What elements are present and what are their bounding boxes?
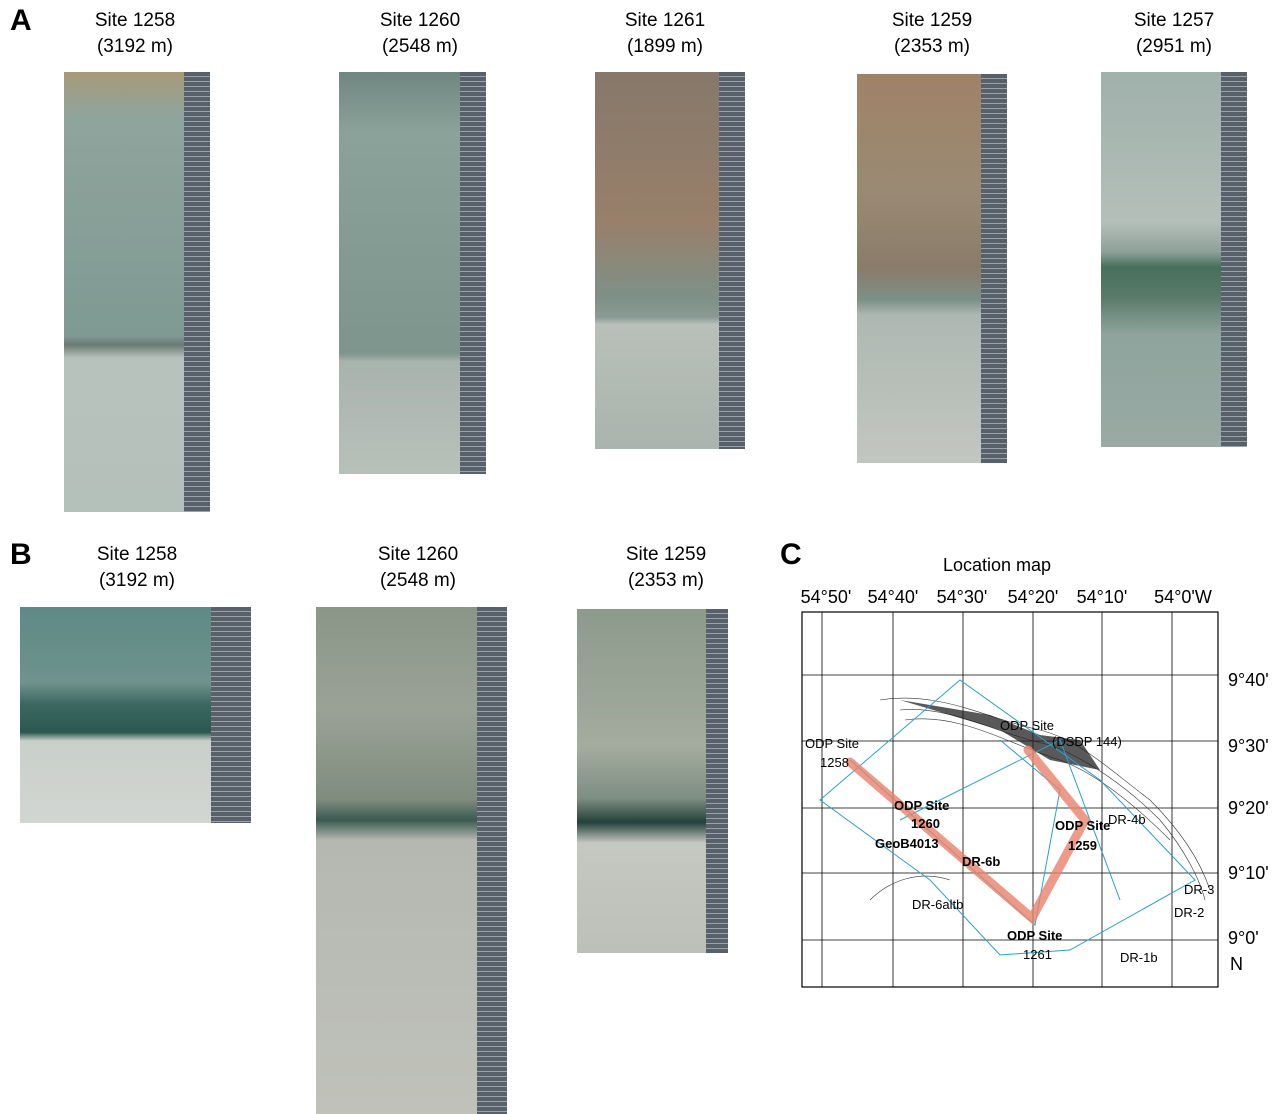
map-label: 1258 [820,755,849,770]
map-label: DR-3 [1184,882,1214,897]
map-label: ODP Site [894,798,949,813]
map-label: DR-2 [1174,905,1204,920]
lon-label: 54°20' [1008,587,1059,607]
lat-label: 9°20' [1228,798,1269,818]
lon-label: 54°40' [868,587,919,607]
map-label: (DSDP 144) [1052,734,1122,749]
lon-label: 54°30' [937,587,988,607]
map-label: 1259 [1068,838,1097,853]
map-label: ODP Site [1055,818,1110,833]
page: A Site 1258(3192 m)Site 1260(2548 m)Site… [0,0,1287,1114]
map-label: 1261 [1023,947,1052,962]
lon-label: 54°0'W [1154,587,1212,607]
lat-label: 9°40' [1228,670,1269,690]
map-label: ODP Site [1007,928,1062,943]
map-label: DR-4b [1108,812,1146,827]
lat-label: 9°10' [1228,863,1269,883]
location-map: ODP Site 1258 ODP Site 1260 GeoB4013 DR-6b DR-… [0,0,1287,1114]
north-label: N [1230,954,1243,974]
map-label: ODP Site [1000,718,1054,733]
map-label: ODP Site [805,736,859,751]
lat-label: 9°0' [1228,928,1259,948]
lon-label: 54°50' [801,587,852,607]
map-label: GeoB4013 [875,836,939,851]
map-label: 1260 [911,816,940,831]
lon-label: 54°10' [1077,587,1128,607]
map-labels: ODP Site 1258 ODP Site 1260 GeoB4013 DR-6b DR-… [805,718,1214,965]
lat-label: 9°30' [1228,736,1269,756]
map-label: DR-1b [1120,950,1158,965]
map-label: DR-6b [962,854,1000,869]
map-label: DR-6altb [912,897,963,912]
transect [850,750,1085,918]
